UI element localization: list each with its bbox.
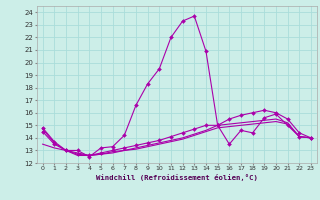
X-axis label: Windchill (Refroidissement éolien,°C): Windchill (Refroidissement éolien,°C): [96, 174, 258, 181]
